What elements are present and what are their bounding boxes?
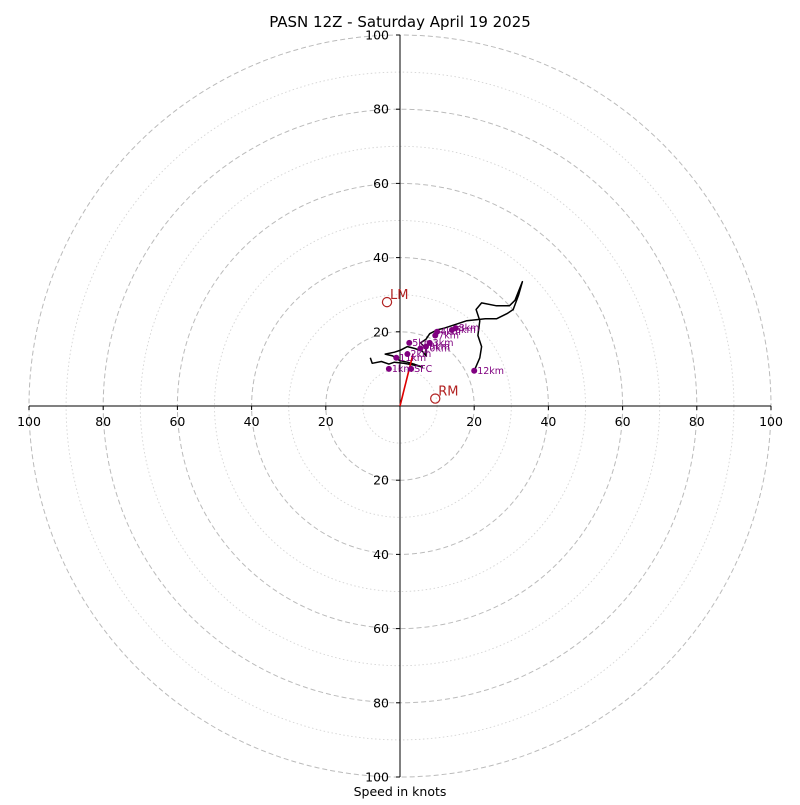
height-1km-label: 1km xyxy=(392,364,413,375)
height-markers: SFC1km2km3km4km5km6km7km8km9km10km11km12… xyxy=(385,323,504,377)
height-5km-label: 5km xyxy=(412,338,433,349)
height-3km-label: 3km xyxy=(433,338,454,349)
shear-vector xyxy=(399,353,414,407)
tick-label-right-20: 20 xyxy=(466,414,482,429)
height-sfc-label: SFC xyxy=(414,364,432,375)
height-12km-marker xyxy=(471,367,478,374)
tick-label-top-20: 20 xyxy=(373,324,389,339)
height-11km-label: 11km xyxy=(399,353,426,364)
height-3km-marker xyxy=(426,339,433,346)
x-axis-label: Speed in knots xyxy=(354,784,447,799)
tick-label-top-60: 60 xyxy=(373,176,389,191)
tick-label-top-80: 80 xyxy=(373,102,389,117)
tick-label-right-40: 40 xyxy=(540,414,556,429)
height-1km-marker xyxy=(385,365,392,372)
tick-label-bottom-60: 60 xyxy=(373,621,389,636)
tick-labels: 20 20 20 20 40 40 40 40 60 60 60 60 80 80 80 80 100 100 10… xyxy=(17,28,783,785)
storm-motion-rm-marker xyxy=(430,393,441,404)
tick-label-top-40: 40 xyxy=(373,250,389,265)
storm-motion-markers: RM LM xyxy=(381,288,458,404)
tick-label-bottom-100: 100 xyxy=(365,770,389,785)
height-8km-marker xyxy=(452,325,459,332)
height-9km-label: 9km xyxy=(429,342,450,353)
height-6km-label: 6km xyxy=(455,325,476,336)
height-10km-marker xyxy=(417,345,424,352)
tick-label-left-100: 100 xyxy=(17,414,41,429)
tick-label-right-60: 60 xyxy=(615,414,631,429)
tick-label-left-20: 20 xyxy=(318,414,334,429)
height-5km-marker xyxy=(406,339,413,346)
hodograph-trace xyxy=(369,280,524,372)
tick-label-right-80: 80 xyxy=(689,414,705,429)
height-7km-label: 7km xyxy=(438,331,459,342)
height-2km-marker xyxy=(404,351,411,358)
tick-label-right-100: 100 xyxy=(759,414,783,429)
height-11km-marker xyxy=(393,354,400,361)
chart-title: PASN 12Z - Saturday April 19 2025 xyxy=(269,13,531,31)
height-8km-label: 8km xyxy=(459,323,480,334)
hodograph-series xyxy=(369,280,524,407)
height-7km-marker xyxy=(432,332,439,339)
tick-label-bottom-40: 40 xyxy=(373,547,389,562)
height-sfc-marker xyxy=(408,365,415,372)
tick-label-bottom-20: 20 xyxy=(373,473,389,488)
tick-label-top-100: 100 xyxy=(365,28,389,43)
storm-motion-lm-marker xyxy=(381,296,393,308)
tick-label-left-40: 40 xyxy=(244,414,260,429)
height-2km-label: 2km xyxy=(410,349,431,360)
height-10km-label: 10km xyxy=(423,343,450,354)
storm-motion-rm-label: RM xyxy=(438,385,458,400)
height-12km-label: 12km xyxy=(477,366,504,377)
tick-label-bottom-80: 80 xyxy=(373,695,389,710)
storm-motion-lm-label: LM xyxy=(390,288,408,303)
tick-label-left-60: 60 xyxy=(169,414,185,429)
height-9km-marker xyxy=(422,343,429,350)
tick-label-left-80: 80 xyxy=(95,414,111,429)
